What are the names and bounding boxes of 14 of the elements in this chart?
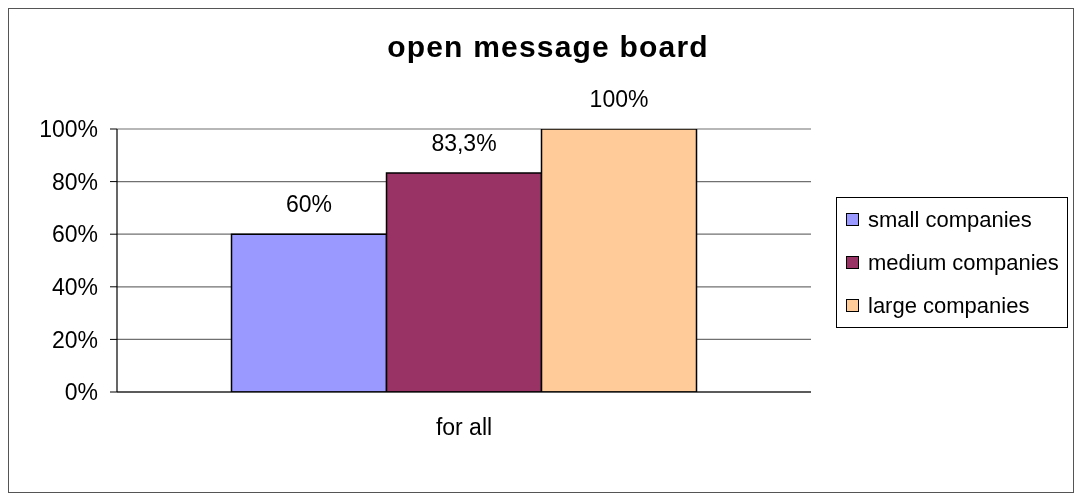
y-tick-label: 100% <box>39 116 98 143</box>
data-label: 60% <box>285 191 333 218</box>
y-tick-label: 0% <box>64 379 98 406</box>
legend-label: large companies <box>868 292 1030 319</box>
y-tick-label: 80% <box>51 168 98 195</box>
y-tick-label: 40% <box>51 273 98 300</box>
legend-label: small companies <box>868 206 1032 233</box>
data-label: 83,3% <box>431 129 497 156</box>
legend-label: medium companies <box>868 249 1059 276</box>
chart-title: open message board <box>386 29 710 65</box>
x-tick-label: for all <box>435 414 493 441</box>
y-tick-label: 20% <box>51 326 98 353</box>
data-label: 100% <box>589 86 649 112</box>
y-tick-label: 60% <box>51 221 98 248</box>
